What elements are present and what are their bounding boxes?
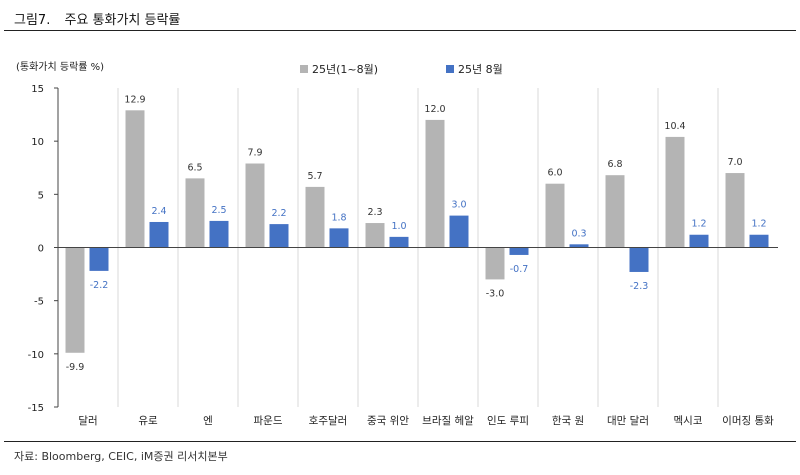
data-label-aug-7: 3.0: [451, 200, 466, 211]
y-tick-label: 10: [31, 137, 44, 148]
bar-ytd-5: [305, 186, 325, 248]
figure-title-text: 주요 통화가치 등락률: [64, 13, 181, 28]
bar-aug-5: [329, 228, 349, 248]
data-label-aug-1: -2.2: [90, 280, 109, 291]
data-label-ytd-6: 2.3: [367, 207, 382, 218]
x-tick-label: 인도 루피: [487, 415, 529, 427]
bar-aug-11: [689, 234, 709, 248]
data-label-ytd-5: 5.7: [307, 171, 322, 182]
data-label-aug-6: 1.0: [391, 221, 406, 232]
bar-ytd-11: [665, 136, 685, 248]
data-label-ytd-3: 6.5: [187, 162, 202, 173]
x-tick-label: 브라질 헤알: [422, 414, 474, 427]
y-tick-label: 0: [38, 244, 44, 255]
source-note: 자료: Bloomberg, CEIC, iM증권 리서치본부: [14, 450, 228, 463]
data-label-ytd-1: -9.9: [66, 362, 85, 373]
data-label-aug-10: -2.3: [630, 281, 649, 292]
data-label-ytd-2: 12.9: [124, 94, 145, 105]
source-rule: [4, 441, 796, 442]
y-tick-label: -15: [28, 403, 44, 414]
bar-aug-1: [89, 247, 109, 271]
bar-ytd-12: [725, 173, 745, 248]
bar-ytd-6: [365, 223, 385, 248]
data-label-aug-5: 1.8: [331, 212, 346, 223]
data-label-ytd-11: 10.4: [664, 121, 685, 132]
y-tick-label: -5: [34, 297, 44, 308]
title-rule: [4, 30, 796, 31]
x-tick-label: 중국 위안: [367, 414, 409, 427]
data-label-ytd-9: 6.0: [547, 168, 562, 179]
bar-ytd-7: [425, 119, 445, 248]
bar-ytd-3: [185, 178, 205, 248]
x-tick-label: 이머징 통화: [722, 415, 774, 427]
bar-aug-7: [449, 215, 469, 248]
x-tick-label: 유로: [138, 415, 158, 427]
data-label-ytd-10: 6.8: [607, 159, 622, 170]
bar-aug-9: [569, 244, 589, 248]
legend-label-2: 25년 8월: [458, 63, 503, 76]
y-tick-label: 5: [38, 190, 44, 201]
bar-aug-6: [389, 236, 409, 248]
data-label-ytd-7: 12.0: [424, 104, 445, 115]
data-label-aug-8: -0.7: [510, 264, 529, 275]
data-label-aug-2: 2.4: [151, 206, 166, 217]
figure-number: 그림7.: [14, 13, 51, 28]
y-tick-label: -10: [28, 350, 44, 361]
figure-title: 그림7. 주요 통화가치 등락률: [14, 9, 180, 28]
x-tick-label: 멕시코: [674, 415, 703, 427]
bar-aug-2: [149, 221, 169, 248]
legend-label-1: 25년(1~8월): [312, 63, 378, 76]
bar-aug-3: [209, 220, 229, 248]
bar-chart: (통화가치 등락률 %) 25년(1~8월) 25년 8월 15 10 5 0 -5 -10 -1…: [16, 61, 778, 427]
bar-ytd-10: [605, 175, 625, 248]
data-label-aug-3: 2.5: [211, 205, 226, 216]
x-tick-label: 한국 원: [552, 415, 584, 427]
bar-aug-12: [749, 234, 769, 248]
x-tick-label: 호주달러: [309, 415, 348, 427]
x-tick-label: 파운드: [254, 415, 283, 427]
legend-swatch-1: [300, 65, 308, 73]
x-tick-label: 달러: [78, 415, 97, 427]
data-label-aug-11: 1.2: [691, 219, 706, 230]
bar-ytd-1: [65, 247, 85, 353]
data-label-aug-12: 1.2: [751, 219, 766, 230]
bar-ytd-2: [125, 110, 145, 248]
bar-ytd-4: [245, 163, 265, 248]
data-label-ytd-8: -3.0: [486, 288, 505, 299]
data-label-aug-4: 2.2: [271, 208, 286, 219]
legend-swatch-2: [446, 65, 454, 73]
data-label-aug-9: 0.3: [571, 228, 586, 239]
bar-ytd-8: [485, 247, 505, 280]
bar-aug-8: [509, 247, 529, 255]
bar-aug-10: [629, 247, 649, 272]
data-label-ytd-12: 7.0: [727, 157, 742, 168]
y-axis-label: (통화가치 등락률 %): [16, 61, 104, 73]
x-tick-label: 대만 달러: [607, 415, 649, 427]
bar-ytd-9: [545, 183, 565, 248]
y-tick-label: 15: [31, 84, 44, 95]
x-tick-label: 엔: [203, 415, 213, 427]
data-label-ytd-4: 7.9: [247, 147, 262, 158]
bar-aug-4: [269, 224, 289, 248]
